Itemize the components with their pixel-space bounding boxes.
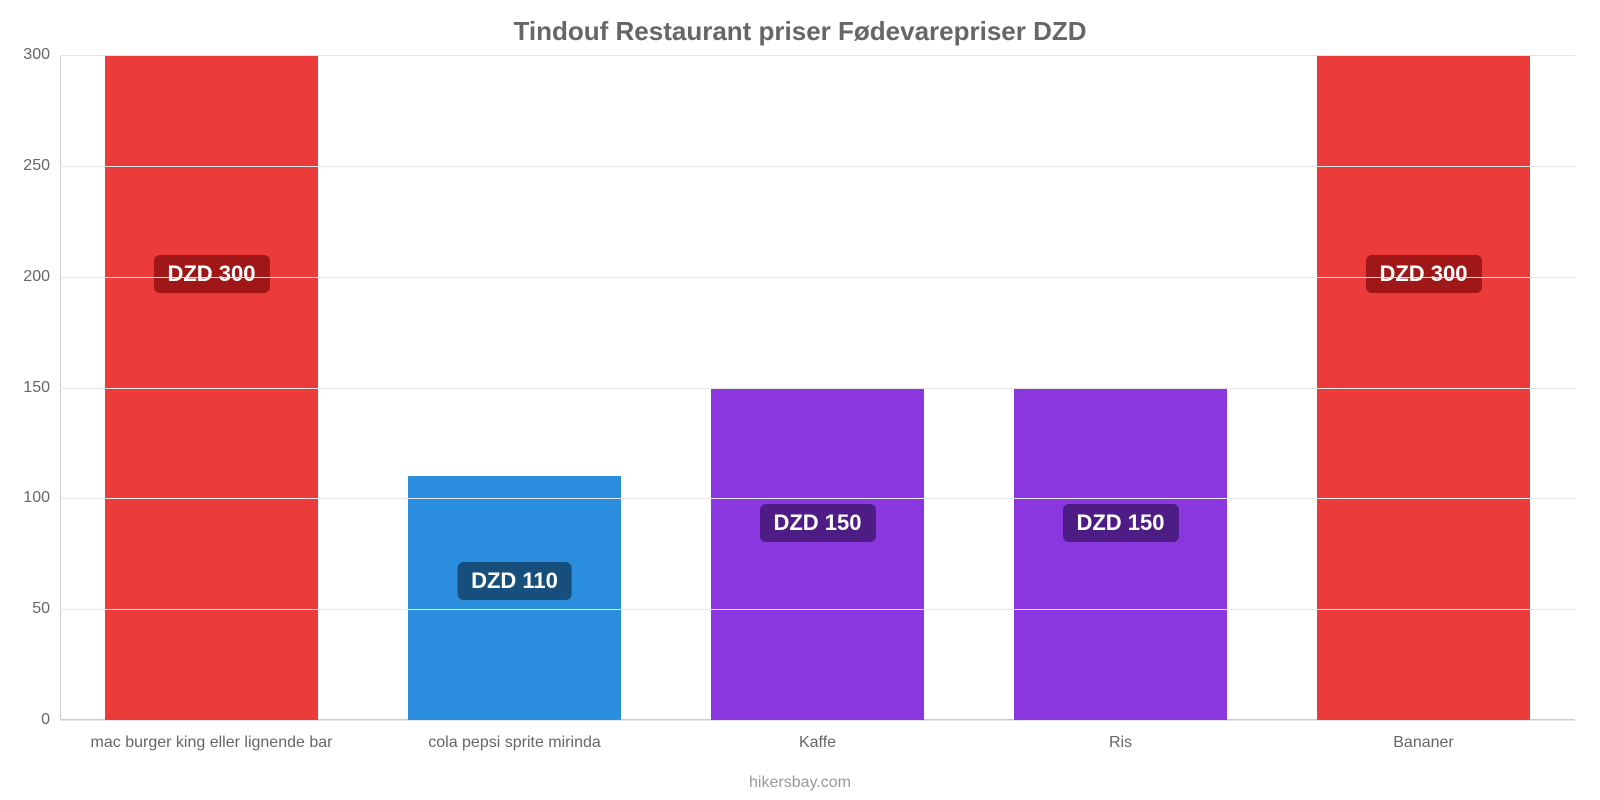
gridline: [60, 609, 1575, 610]
y-tick-label: 100: [23, 489, 60, 507]
y-tick-label: 150: [23, 379, 60, 397]
y-tick-label: 200: [23, 268, 60, 286]
gridline: [60, 277, 1575, 278]
gridline: [60, 498, 1575, 499]
x-tick-label: Ris: [1109, 720, 1132, 752]
bar: DZD 150: [711, 388, 923, 721]
y-tick-label: 300: [23, 46, 60, 64]
gridline: [60, 388, 1575, 389]
bar: DZD 150: [1014, 388, 1226, 721]
bar: DZD 110: [408, 476, 620, 720]
y-tick-label: 50: [32, 600, 60, 618]
y-tick-label: 0: [41, 711, 60, 729]
value-badge: DZD 150: [1062, 504, 1178, 542]
value-badge: DZD 110: [457, 562, 572, 600]
x-tick-label: Bananer: [1393, 720, 1454, 752]
gridline: [60, 166, 1575, 167]
x-tick-label: mac burger king eller lignende bar: [91, 720, 333, 752]
gridline: [60, 55, 1575, 56]
price-bar-chart: Tindouf Restaurant priser Fødevarepriser…: [0, 0, 1600, 800]
plot-area: DZD 300mac burger king eller lignende ba…: [60, 55, 1575, 720]
attribution-text: hikersbay.com: [0, 774, 1600, 792]
chart-title: Tindouf Restaurant priser Fødevarepriser…: [0, 16, 1600, 47]
x-tick-label: Kaffe: [799, 720, 836, 752]
y-tick-label: 250: [23, 157, 60, 175]
gridline: [60, 720, 1575, 721]
value-badge: DZD 150: [759, 504, 875, 542]
value-badge: DZD 300: [153, 255, 269, 293]
x-tick-label: cola pepsi sprite mirinda: [428, 720, 601, 752]
value-badge: DZD 300: [1365, 255, 1481, 293]
